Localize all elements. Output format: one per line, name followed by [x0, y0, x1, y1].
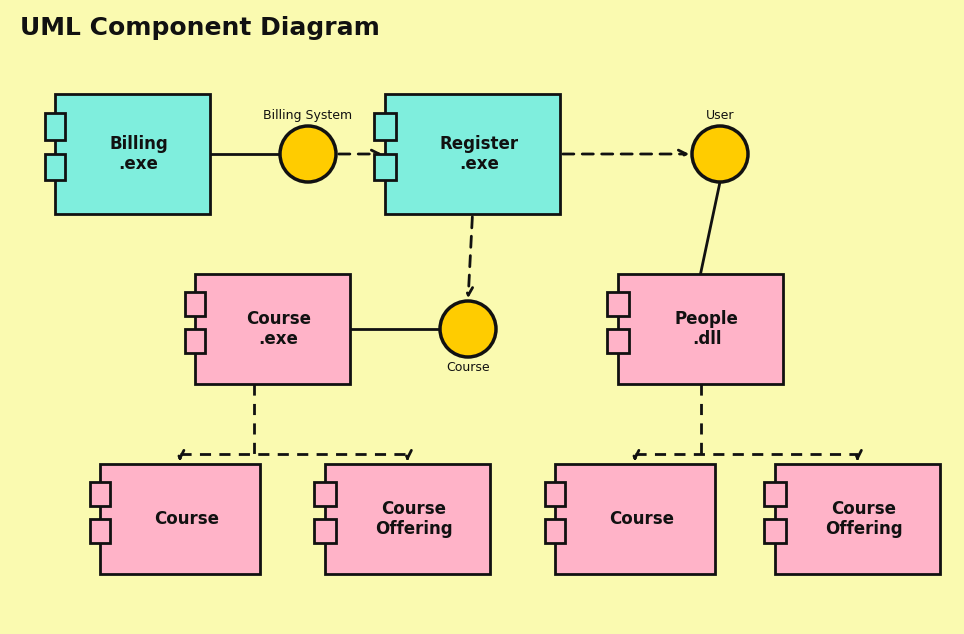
Text: UML Component Diagram: UML Component Diagram — [20, 16, 380, 40]
Bar — [545, 482, 566, 506]
Text: Course
.exe: Course .exe — [246, 309, 311, 349]
Bar — [90, 482, 111, 506]
Bar — [314, 519, 335, 543]
Bar — [90, 519, 111, 543]
Bar — [314, 482, 335, 506]
Text: User: User — [706, 109, 735, 122]
Bar — [385, 94, 560, 214]
Bar — [45, 154, 66, 181]
Bar — [618, 274, 783, 384]
Text: Course
Offering: Course Offering — [375, 500, 453, 538]
Bar — [374, 113, 396, 139]
Bar — [195, 274, 350, 384]
Bar — [764, 519, 786, 543]
Bar — [374, 154, 396, 181]
Bar — [45, 113, 66, 139]
Bar — [325, 464, 490, 574]
Bar — [607, 329, 629, 353]
Bar — [55, 94, 210, 214]
Bar — [185, 292, 205, 316]
Text: Register
.exe: Register .exe — [440, 134, 519, 174]
Text: Billing System: Billing System — [263, 109, 353, 122]
Text: Course
Offering: Course Offering — [825, 500, 902, 538]
Bar — [607, 292, 629, 316]
Bar — [185, 329, 205, 353]
Circle shape — [692, 126, 748, 182]
Text: Billing
.exe: Billing .exe — [109, 134, 168, 174]
Text: People
.dll: People .dll — [675, 309, 738, 349]
Bar — [764, 482, 786, 506]
Text: Course: Course — [153, 510, 219, 528]
Bar — [545, 519, 566, 543]
Bar — [100, 464, 260, 574]
Circle shape — [280, 126, 336, 182]
Bar — [555, 464, 715, 574]
Text: Course: Course — [446, 361, 490, 374]
Circle shape — [440, 301, 496, 357]
Text: Course: Course — [608, 510, 674, 528]
Bar — [775, 464, 940, 574]
